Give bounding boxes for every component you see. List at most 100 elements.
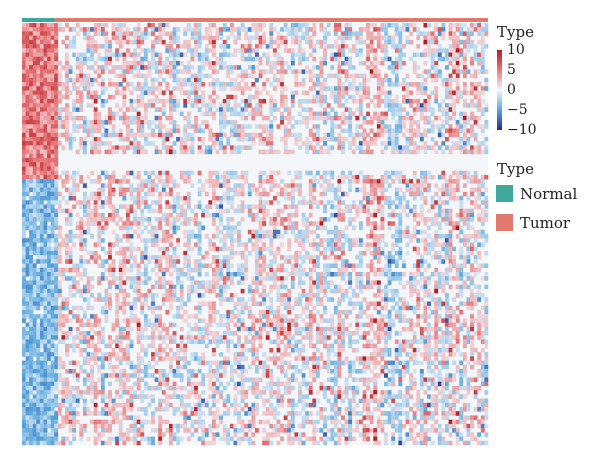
heatmap-cell (172, 141, 177, 146)
heatmap-cell (380, 267, 385, 273)
heatmap-cell (434, 65, 439, 70)
heatmap-cell (29, 77, 34, 83)
heatmap-cell (255, 246, 259, 252)
heatmap-cell (197, 267, 202, 273)
heatmap-cell (237, 111, 241, 117)
heatmap-cell (434, 250, 439, 256)
heatmap-cell (247, 94, 252, 100)
heatmap-cell (168, 69, 173, 74)
heatmap-cell (283, 191, 288, 197)
heatmap-cell (255, 111, 259, 117)
heatmap-cell (90, 82, 94, 87)
heatmap-cell (470, 132, 474, 138)
heatmap-cell (29, 259, 34, 264)
heatmap-cell (441, 212, 446, 218)
heatmap-cell (129, 301, 134, 307)
heatmap-cell (61, 238, 66, 243)
heatmap-cell (294, 255, 299, 260)
heatmap-cell (29, 136, 34, 142)
heatmap-cell (25, 86, 30, 91)
heatmap-cell (25, 250, 30, 256)
heatmap-cell (179, 82, 184, 87)
heatmap-cell (401, 94, 406, 100)
heatmap-cell (244, 276, 249, 281)
heatmap-cell (197, 170, 202, 176)
heatmap-cell (161, 191, 166, 197)
heatmap-cell (351, 149, 356, 155)
heatmap-cell (222, 149, 227, 155)
heatmap-cell (294, 225, 299, 231)
heatmap-cell (294, 136, 299, 142)
heatmap-cell (448, 255, 453, 260)
heatmap-cell (484, 276, 489, 281)
heatmap-cell (194, 242, 198, 247)
heatmap-cell (147, 170, 152, 176)
heatmap-cell (50, 263, 55, 269)
heatmap-cell (473, 267, 478, 273)
heatmap-cell (125, 229, 130, 235)
heatmap-cell (237, 297, 241, 302)
heatmap-cell (72, 187, 77, 193)
heatmap-cell (480, 293, 485, 298)
heatmap-cell (154, 225, 159, 231)
heatmap-cell (362, 204, 367, 209)
heatmap-cell (376, 280, 381, 285)
heatmap-cell (448, 187, 453, 193)
heatmap-cell (219, 229, 224, 235)
heatmap-cell (276, 276, 281, 281)
heatmap-cell (362, 149, 367, 155)
heatmap-cell (158, 23, 163, 28)
heatmap-cell (269, 120, 274, 125)
heatmap-cell (466, 141, 471, 146)
heatmap-cell (82, 267, 87, 273)
heatmap-cell (25, 263, 30, 269)
heatmap-cell (54, 141, 59, 146)
heatmap-cell (240, 132, 245, 138)
heatmap-cell (333, 204, 338, 209)
heatmap-cell (405, 90, 410, 96)
heatmap-cell (333, 246, 338, 252)
heatmap-cell (362, 183, 367, 188)
heatmap-cell (226, 136, 231, 142)
heatmap-cell (398, 170, 403, 176)
heatmap-cell (79, 52, 84, 58)
heatmap-cell (50, 293, 55, 298)
heatmap-cell (233, 27, 238, 32)
heatmap-cell (151, 27, 155, 32)
heatmap-cell (258, 111, 263, 117)
heatmap-cell (93, 204, 98, 209)
heatmap-cell (25, 48, 30, 53)
heatmap-cell (108, 52, 112, 58)
heatmap-cell (387, 56, 392, 62)
heatmap-cell (75, 98, 80, 104)
heatmap-cell (161, 124, 166, 129)
heatmap-cell (398, 124, 403, 129)
heatmap-cell (211, 301, 216, 307)
heatmap-cell (122, 174, 127, 180)
heatmap-cell (211, 276, 216, 281)
heatmap-cell (43, 297, 48, 302)
heatmap-cell (237, 132, 241, 138)
heatmap-cell (484, 69, 489, 74)
heatmap-cell (287, 297, 292, 302)
heatmap-cell (272, 212, 277, 218)
heatmap-cell (115, 111, 120, 117)
heatmap-cell (168, 187, 173, 193)
heatmap-cell (165, 280, 170, 285)
heatmap-cell (455, 267, 460, 273)
heatmap-cell (97, 255, 102, 260)
heatmap-cell (477, 183, 482, 188)
heatmap-cell (262, 204, 267, 209)
heatmap-cell (416, 246, 421, 252)
heatmap-cell (394, 103, 399, 108)
heatmap-cell (376, 120, 381, 125)
heatmap-cell (32, 242, 37, 247)
heatmap-cell (470, 44, 474, 49)
heatmap-cell (265, 293, 270, 298)
heatmap-cell (466, 115, 471, 121)
heatmap-cell (129, 284, 134, 290)
heatmap-cell (387, 35, 392, 41)
heatmap-cell (39, 242, 44, 247)
heatmap-cell (280, 284, 284, 290)
heatmap-cell (373, 111, 378, 117)
